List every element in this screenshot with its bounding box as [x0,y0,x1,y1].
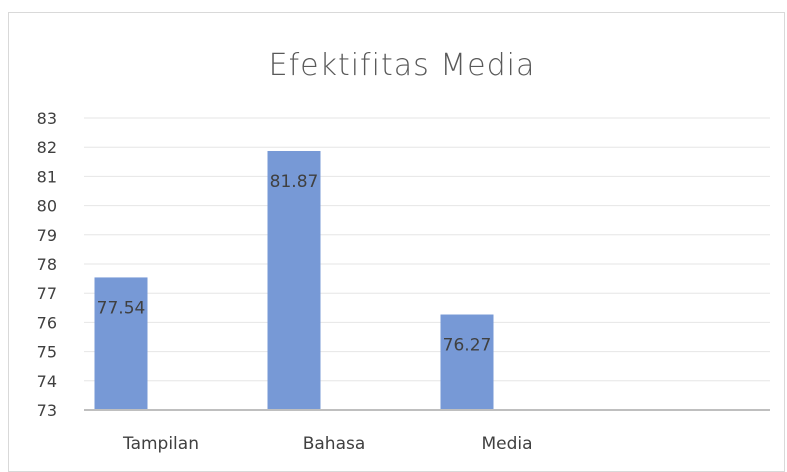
gridlines [84,117,770,382]
y-tick-label: 74 [37,372,57,391]
data-label-bahasa: 81.87 [270,172,319,192]
y-axis-ticks: 73 74 75 76 77 78 79 80 81 82 83 [37,109,57,420]
bar-bahasa [267,150,321,410]
y-tick-label: 75 [37,343,57,362]
y-tick-label: 82 [37,138,57,157]
data-label-media: 76.27 [443,336,492,356]
y-tick-label: 83 [37,109,57,128]
x-category-label: Tampilan [122,434,199,454]
y-tick-label: 78 [37,255,57,274]
y-tick-label: 76 [37,313,57,332]
x-category-label: Bahasa [303,434,366,454]
bar-media [440,314,494,410]
chart-title: Efektifitas Media [269,48,536,83]
y-tick-label: 77 [37,284,57,303]
data-labels: 77.54 81.87 76.27 [97,172,492,356]
bars [94,150,494,410]
y-tick-label: 73 [37,401,57,420]
x-axis-categories: Tampilan Bahasa Media [122,434,533,454]
y-tick-label: 81 [37,167,57,186]
x-category-label: Media [481,434,532,454]
data-label-tampilan: 77.54 [97,298,146,318]
bar-tampilan [94,277,148,410]
y-tick-label: 79 [37,226,57,245]
y-tick-label: 80 [37,197,57,216]
